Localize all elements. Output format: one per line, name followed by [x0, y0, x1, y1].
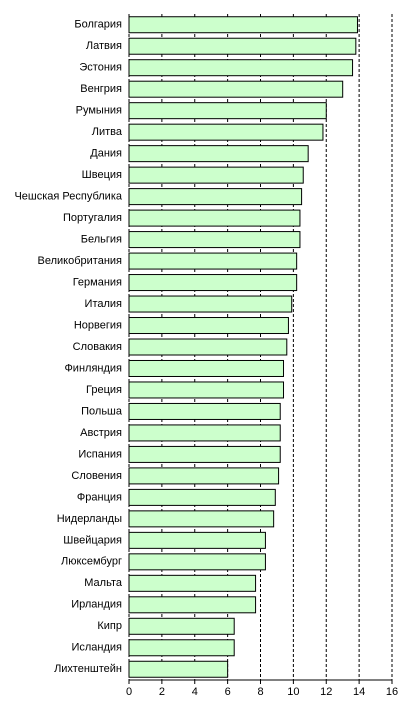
bar	[128, 123, 324, 141]
bar	[128, 274, 298, 292]
bar	[128, 467, 280, 485]
y-tick-label: Латвия	[86, 40, 122, 52]
y-tick-label: Португалия	[63, 212, 122, 224]
x-tick-label: 4	[192, 686, 198, 698]
x-tick-label: 0	[126, 686, 132, 698]
y-tick-label: Словения	[71, 470, 122, 482]
bar	[128, 424, 281, 442]
bar	[128, 188, 303, 206]
y-tick-label: Швейцария	[63, 534, 122, 546]
y-tick-label: Венгрия	[80, 83, 122, 95]
bar	[128, 59, 354, 77]
bar	[128, 231, 301, 249]
bar	[128, 166, 304, 184]
bar	[128, 252, 298, 270]
x-tick-label: 14	[353, 686, 365, 698]
y-tick-label: Норвегия	[74, 319, 122, 331]
bar	[128, 317, 289, 335]
bar	[128, 596, 257, 614]
y-tick-label: Исландия	[71, 642, 122, 654]
y-tick-label: Испания	[78, 448, 122, 460]
y-tick-label: Литва	[92, 126, 123, 138]
bar	[128, 510, 275, 528]
y-tick-label: Дания	[90, 148, 122, 160]
y-tick-label: Франция	[77, 491, 122, 503]
y-tick-label: Румыния	[76, 105, 122, 117]
bar	[128, 295, 293, 313]
bar	[128, 617, 235, 635]
bar	[128, 639, 235, 657]
y-tick-label: Нидерланды	[57, 513, 122, 525]
bar	[128, 660, 229, 678]
bar	[128, 145, 309, 163]
bar	[128, 488, 276, 506]
bar	[128, 381, 285, 399]
bar	[128, 553, 266, 571]
y-tick-label: Словакия	[73, 341, 122, 353]
y-tick-label: Люксембург	[61, 556, 122, 568]
y-tick-label: Лихтенштейн	[54, 663, 122, 675]
x-tick-label: 16	[386, 686, 398, 698]
bar	[128, 80, 344, 98]
y-tick-label: Бельгия	[81, 233, 122, 245]
bar	[128, 531, 266, 549]
bar	[128, 445, 281, 463]
bar	[128, 209, 301, 227]
bar	[128, 338, 288, 356]
bar	[128, 402, 281, 420]
y-tick-label: Швеция	[82, 169, 122, 181]
bar	[128, 102, 327, 120]
bar	[128, 574, 257, 592]
y-tick-label: Кипр	[97, 620, 122, 632]
y-tick-label: Ирландия	[71, 599, 122, 611]
bar	[128, 16, 358, 34]
y-tick-label: Польша	[81, 405, 123, 417]
x-tick-label: 12	[320, 686, 332, 698]
y-tick-label: Чешская Республика	[14, 191, 122, 203]
x-tick-label: 10	[287, 686, 299, 698]
bar	[128, 37, 357, 55]
y-tick-label: Австрия	[80, 427, 122, 439]
bar	[128, 359, 285, 377]
y-tick-label: Финляндия	[64, 362, 122, 374]
y-tick-label: Греция	[86, 384, 122, 396]
x-tick-label: 6	[225, 686, 231, 698]
y-tick-label: Болгария	[74, 19, 122, 31]
y-tick-label: Италия	[85, 298, 123, 310]
x-tick-label: 8	[257, 686, 263, 698]
y-tick-label: Мальта	[84, 577, 123, 589]
x-tick-label: 2	[159, 686, 165, 698]
y-tick-label: Германия	[73, 276, 122, 288]
y-tick-label: Великобритания	[38, 255, 123, 267]
y-tick-label: Эстония	[79, 62, 122, 74]
